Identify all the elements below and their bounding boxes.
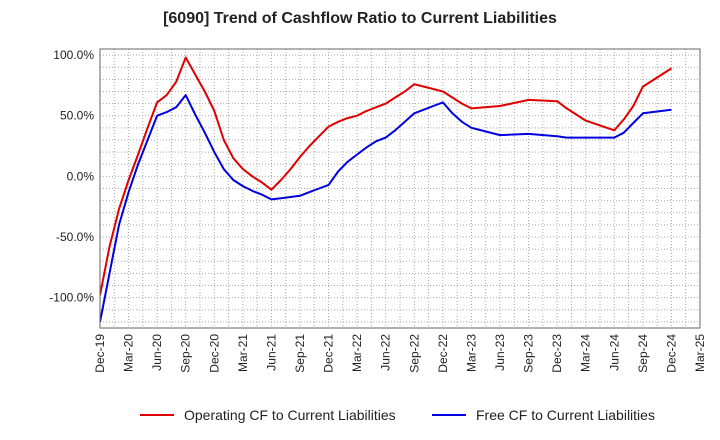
x-tick-label: Sep-22: [407, 334, 421, 373]
plot-area-frame: [99, 48, 701, 329]
x-tick-label: Mar-20: [122, 334, 136, 372]
legend-label-free-cf: Free CF to Current Liabilities: [476, 407, 655, 423]
x-tick-label: Sep-20: [179, 334, 193, 373]
grid-lines: [99, 49, 701, 328]
y-tick-label: 100.0%: [53, 48, 94, 62]
series-line-free-cf: [100, 94, 672, 323]
y-tick-label: -100.0%: [49, 291, 94, 305]
x-tick-label: Jun-22: [379, 334, 393, 371]
legend-label-operating-cf: Operating CF to Current Liabilities: [184, 407, 396, 423]
x-tick-label: Dec-19: [93, 334, 107, 373]
y-tick-label: 50.0%: [60, 109, 94, 123]
x-tick-label: Dec-22: [436, 334, 450, 373]
x-tick-label: Dec-24: [664, 334, 678, 373]
y-tick-label: -50.0%: [56, 230, 94, 244]
x-axis-ticks: Dec-19 Mar-20 Jun-20 Sep-20 Dec-20 Mar-21 Jun-…: [93, 334, 707, 373]
legend-item-operating-cf: Operating CF to Current Liabilities: [140, 404, 396, 426]
x-tick-label: Mar-23: [464, 334, 478, 372]
legend-swatch-operating-cf: [140, 414, 174, 416]
x-tick-label: Dec-20: [207, 334, 221, 373]
x-tick-label: Mar-21: [236, 334, 250, 372]
x-tick-label: Mar-25: [693, 334, 707, 372]
x-tick-label: Jun-23: [493, 334, 507, 371]
x-tick-label: Sep-21: [293, 334, 307, 373]
x-tick-label: Jun-24: [607, 334, 621, 371]
legend-swatch-free-cf: [432, 414, 466, 416]
x-tick-label: Jun-20: [150, 334, 164, 371]
x-tick-label: Jun-21: [264, 334, 278, 371]
x-tick-label: Mar-24: [579, 334, 593, 372]
y-axis-ticks: 100.0% 50.0% 0.0% -50.0% -100.0%: [49, 48, 94, 305]
legend: Operating CF to Current Liabilities Free…: [0, 404, 720, 426]
x-tick-label: Dec-21: [322, 334, 336, 373]
x-tick-label: Mar-22: [350, 334, 364, 372]
x-tick-label: Sep-24: [636, 334, 650, 373]
y-tick-label: 0.0%: [67, 169, 95, 183]
chart-title: [6090] Trend of Cashflow Ratio to Curren…: [163, 10, 557, 27]
series-line-operating-cf: [100, 56, 672, 296]
series-lines: [100, 56, 672, 323]
x-tick-label: Dec-23: [550, 334, 564, 373]
legend-item-free-cf: Free CF to Current Liabilities: [432, 404, 655, 426]
x-tick-label: Sep-23: [522, 334, 536, 373]
